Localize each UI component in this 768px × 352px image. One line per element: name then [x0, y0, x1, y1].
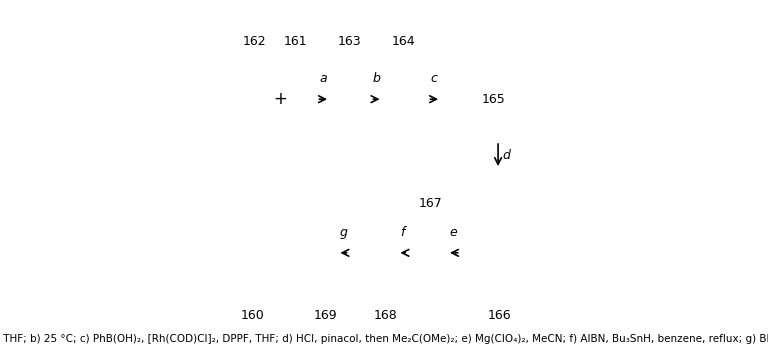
Text: g: g	[339, 226, 347, 239]
Text: +: +	[273, 90, 287, 108]
Text: c: c	[431, 72, 438, 85]
Text: 161: 161	[283, 35, 307, 48]
Text: f: f	[401, 226, 405, 239]
Text: d: d	[502, 149, 511, 162]
Text: 162: 162	[243, 35, 266, 48]
Text: a: a	[319, 72, 327, 85]
Text: Reagents and conditions: a) THF; b) 25 °C; c) PhB(OH)₂, [Rh(COD)Cl]₂, DPPF, THF;: Reagents and conditions: a) THF; b) 25 °…	[0, 334, 768, 344]
Text: 168: 168	[373, 309, 397, 322]
Text: 160: 160	[240, 309, 264, 322]
Text: 164: 164	[392, 35, 415, 48]
Text: 166: 166	[488, 309, 511, 322]
Text: b: b	[372, 72, 380, 85]
Text: 169: 169	[313, 309, 337, 322]
Text: 167: 167	[419, 197, 442, 210]
Text: e: e	[450, 226, 458, 239]
Text: 163: 163	[338, 35, 361, 48]
Text: 165: 165	[482, 93, 505, 106]
